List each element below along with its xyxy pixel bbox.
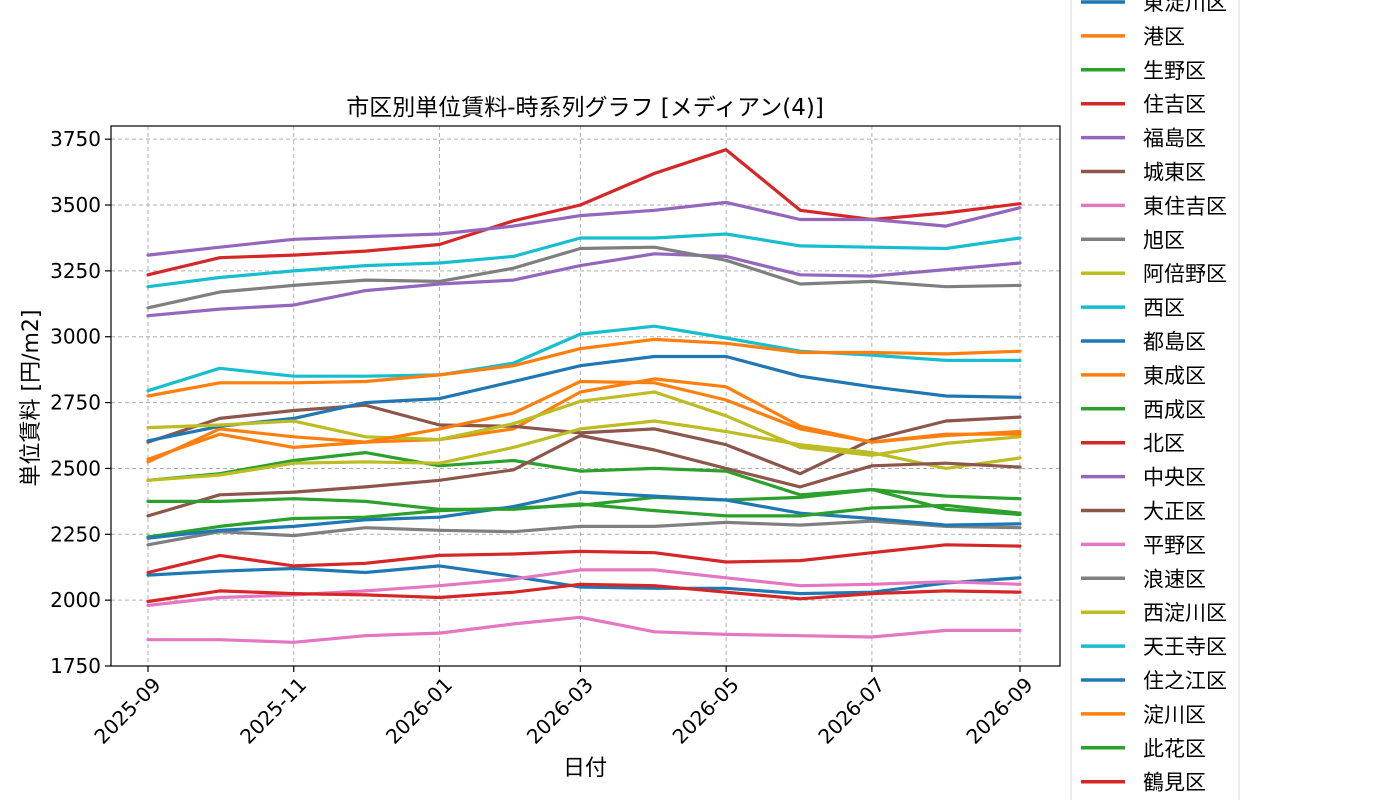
legend-label: 西区	[1143, 296, 1185, 320]
y-tick-label: 2500	[50, 456, 101, 480]
series-line	[146, 232, 1022, 289]
series-line	[146, 337, 1022, 398]
legend-label: 北区	[1143, 432, 1185, 456]
legend-label: 鶴見区	[1143, 771, 1206, 795]
legend-box	[1070, 0, 1240, 800]
series-line	[146, 419, 1022, 482]
series-line	[146, 252, 1022, 318]
legend-label: 大正区	[1143, 500, 1206, 524]
y-tick-label: 3750	[50, 127, 101, 151]
y-axis: 1750 2000 2250 2500 2750 3000 3250 3500 3750	[50, 127, 111, 678]
y-axis-title: 単位賃料 [円/m2]	[19, 310, 44, 487]
x-axis-title: 日付	[563, 756, 607, 781]
series-line	[146, 490, 1022, 540]
series-line	[146, 245, 1022, 310]
series-line	[146, 324, 1022, 393]
legend-label: 東淀川区	[1143, 0, 1227, 15]
series-line	[146, 403, 1022, 476]
legend-label: 此花区	[1143, 737, 1206, 761]
legend-label: 天王寺区	[1143, 635, 1227, 659]
legend-label: 西淀川区	[1143, 601, 1227, 625]
plot-frame	[110, 125, 1061, 667]
series-line	[146, 379, 1022, 461]
legend-label: 浪速区	[1143, 567, 1206, 591]
series-lines	[146, 148, 1022, 644]
legend-label: 住之江区	[1143, 669, 1227, 693]
legend-label: 阿倍野区	[1143, 262, 1227, 286]
series-line	[146, 433, 1022, 518]
legend-label: 中央区	[1143, 466, 1206, 490]
legend-label: 都島区	[1143, 330, 1206, 354]
chart-title: 市区別単位賃料-時系列グラフ [メディアン(4)]	[346, 95, 824, 121]
legend-label: 生野区	[1143, 59, 1206, 83]
y-tick-label: 1750	[50, 654, 101, 678]
legend-label: 西成区	[1143, 398, 1206, 422]
y-tick-label: 2250	[50, 522, 101, 546]
series-line	[146, 519, 1022, 547]
legend-label: 福島区	[1143, 127, 1206, 151]
series-line	[146, 582, 1022, 604]
legend-label: 淀川区	[1143, 703, 1206, 727]
legend: 東淀川区港区生野区住吉区福島区城東区東住吉区旭区阿倍野区西区都島区東成区西成区北…	[1070, 0, 1240, 800]
legend-label: 平野区	[1143, 533, 1206, 557]
legend-label: 城東区	[1143, 161, 1206, 185]
series-line	[146, 390, 1022, 457]
y-tick-label: 3500	[50, 193, 101, 217]
legend-label: 旭区	[1143, 228, 1185, 252]
legend-label: 東住吉区	[1143, 194, 1227, 218]
series-line	[146, 354, 1022, 443]
series-line	[146, 200, 1022, 257]
y-tick-label: 2750	[50, 391, 101, 415]
legend-label: 住吉区	[1143, 93, 1206, 117]
series-line	[146, 543, 1022, 575]
series-line	[146, 615, 1022, 644]
y-tick-label: 2000	[50, 588, 101, 612]
legend-label: 東成区	[1143, 364, 1206, 388]
y-tick-label: 3000	[50, 325, 101, 349]
legend-label: 港区	[1143, 25, 1185, 49]
series-line	[146, 497, 1022, 518]
y-tick-label: 3250	[50, 259, 101, 283]
